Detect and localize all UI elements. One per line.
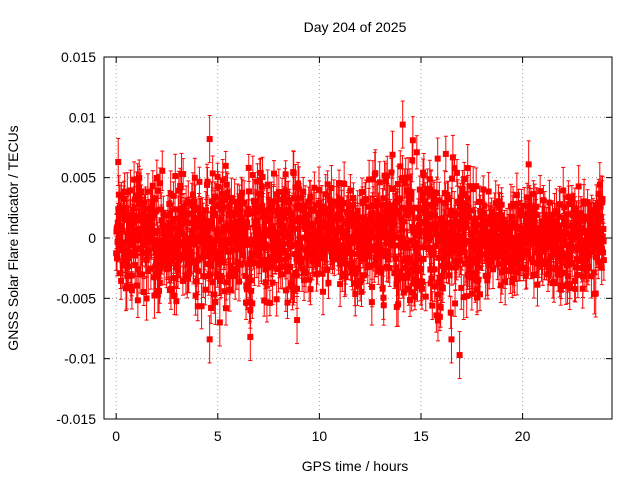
data-point (307, 273, 314, 306)
data-point (202, 273, 209, 306)
data-point (259, 156, 266, 198)
data-point (135, 253, 142, 285)
y-tick-label: -0.005 (56, 290, 96, 306)
data-point (409, 116, 416, 165)
data-point (273, 282, 280, 317)
data-point (247, 312, 254, 361)
data-point (128, 271, 135, 310)
data-point (294, 296, 301, 345)
x-axis-label: GPS time / hours (302, 458, 409, 474)
data-point (180, 158, 187, 190)
data-point (270, 160, 277, 188)
data-point (159, 150, 166, 192)
y-axis-label: GNSS Solar Flare indicator / TECUs (5, 125, 21, 350)
data-point (325, 266, 332, 299)
x-tick-label: 10 (312, 428, 328, 444)
data-point (194, 291, 201, 322)
chart-title: Day 204 of 2025 (304, 19, 407, 35)
data-point (525, 140, 532, 189)
y-tick-label: -0.015 (56, 411, 96, 427)
data-point (338, 189, 345, 229)
y-tick-label: 0.015 (61, 49, 96, 65)
data-points (113, 100, 607, 380)
y-tick-label: 0 (88, 230, 96, 246)
x-tick-label: 0 (112, 428, 120, 444)
data-point (204, 166, 211, 197)
x-tick-label: 20 (515, 428, 531, 444)
data-point (314, 243, 321, 285)
data-point (266, 289, 273, 317)
data-point (196, 166, 203, 198)
data-point (448, 315, 455, 364)
y-tick-label: 0.005 (61, 170, 96, 186)
data-point (153, 195, 160, 226)
data-point (282, 160, 289, 189)
data-point (209, 155, 216, 192)
data-point (191, 157, 198, 198)
data-point (434, 137, 441, 180)
data-point (249, 155, 256, 195)
data-point (442, 135, 449, 173)
data-point (399, 100, 406, 149)
data-point (172, 153, 179, 199)
data-point (341, 161, 348, 207)
data-point (179, 266, 186, 296)
x-tick-label: 15 (413, 428, 429, 444)
data-point (147, 247, 154, 290)
data-point (299, 244, 306, 292)
y-tick-label: -0.01 (64, 351, 96, 367)
x-tick-label: 5 (214, 428, 222, 444)
data-point (384, 155, 391, 196)
y-tick-label: 0.01 (69, 109, 96, 125)
data-point (206, 315, 213, 364)
data-point (380, 284, 387, 326)
data-point (456, 331, 463, 380)
